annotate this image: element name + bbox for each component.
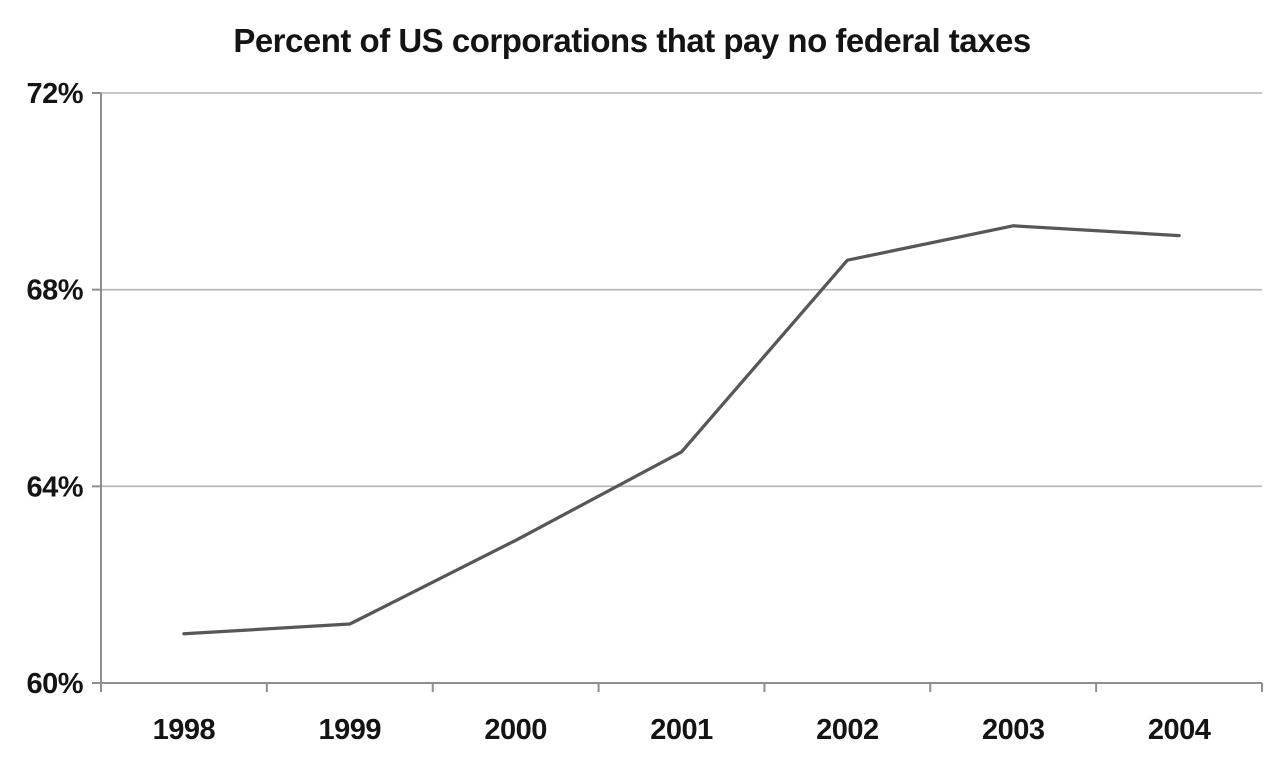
y-tick-label: 64% [26,471,83,503]
gridlines-group [101,92,1262,488]
x-tick-label: 2000 [484,714,547,746]
x-tick-label: 2004 [1148,714,1211,746]
x-tick-label: 2002 [816,714,879,746]
x-tick-label: 2001 [650,714,713,746]
x-axis-tick-labels: 1998 1999 2000 2001 2002 2003 2004 [153,714,1212,746]
series-line [182,224,1181,636]
x-tick-label: 1999 [319,714,382,746]
x-tick-label: 2003 [982,714,1045,746]
axes-group [100,93,1262,684]
y-tick-label: 60% [26,668,83,700]
chart-title: Percent of US corporations that pay no f… [233,22,1030,59]
y-tick-label: 68% [26,275,83,307]
y-axis-tick-labels: 60% 64% 68% 72% [26,78,84,700]
y-tick-label: 72% [26,78,83,110]
series-group [182,224,1181,636]
x-tick-label: 1998 [153,714,216,746]
axis-ticks-group [92,92,1263,692]
